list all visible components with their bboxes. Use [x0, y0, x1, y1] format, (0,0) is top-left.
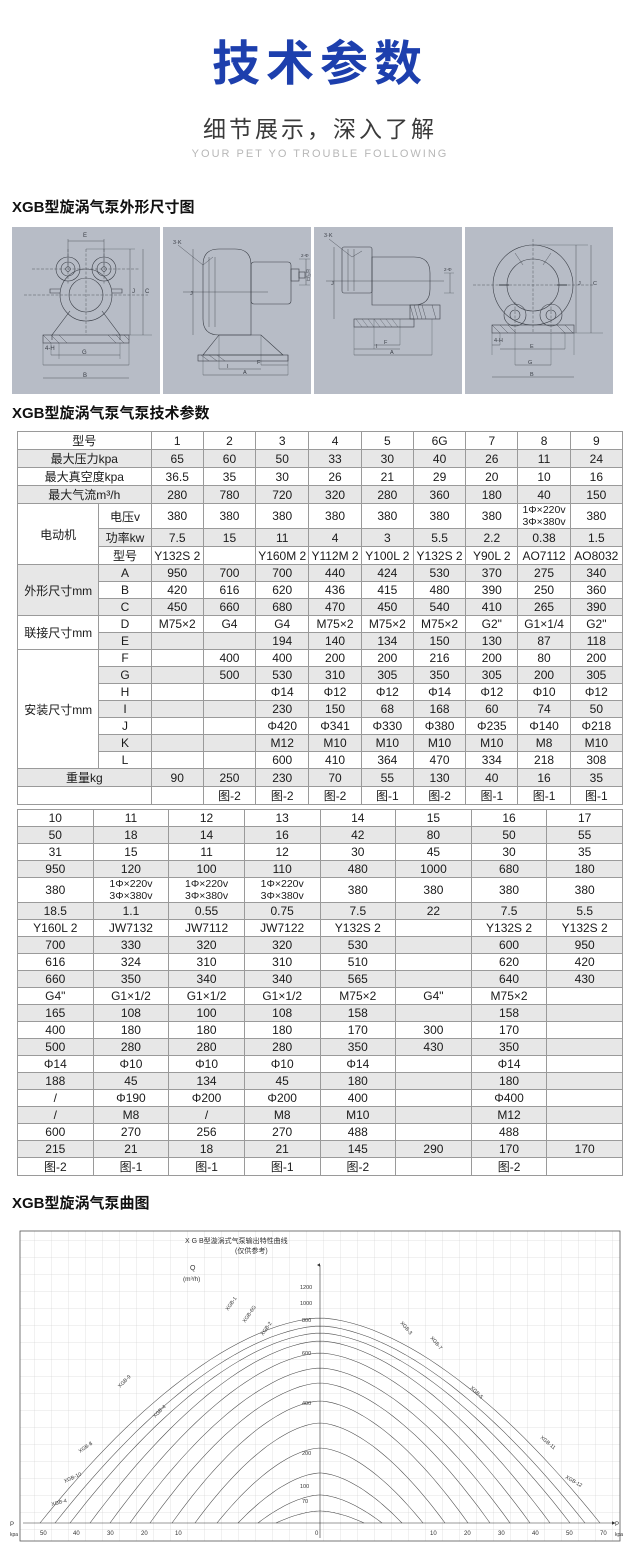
- svg-text:4-H: 4-H: [494, 338, 503, 344]
- svg-text:出气口: 出气口: [306, 269, 311, 281]
- svg-text:400: 400: [302, 1401, 311, 1407]
- svg-text:30: 30: [107, 1531, 114, 1537]
- svg-text:70: 70: [600, 1531, 607, 1537]
- svg-text:10: 10: [430, 1531, 437, 1537]
- svg-text:20: 20: [464, 1531, 471, 1537]
- svg-text:600: 600: [302, 1351, 311, 1357]
- svg-text:A: A: [243, 370, 247, 376]
- svg-text:G: G: [528, 360, 532, 366]
- svg-text:J: J: [190, 291, 193, 297]
- svg-text:C: C: [145, 289, 150, 295]
- svg-text:30: 30: [498, 1531, 505, 1537]
- svg-text:P: P: [615, 1522, 619, 1528]
- svg-text:100: 100: [300, 1484, 309, 1490]
- svg-text:B: B: [83, 373, 87, 379]
- svg-text:50: 50: [566, 1531, 573, 1537]
- svg-text:40: 40: [532, 1531, 539, 1537]
- svg-text:50: 50: [40, 1531, 47, 1537]
- svg-text:40: 40: [73, 1531, 80, 1537]
- svg-text:J: J: [132, 289, 135, 295]
- svg-text:200: 200: [302, 1451, 311, 1457]
- svg-text:3·K: 3·K: [173, 240, 182, 246]
- svg-text:E: E: [83, 233, 87, 239]
- svg-text:kpa: kpa: [10, 1532, 18, 1538]
- svg-text:2-Φ: 2-Φ: [444, 267, 452, 272]
- svg-text:Q: Q: [190, 1265, 196, 1272]
- svg-text:(m³/h): (m³/h): [183, 1276, 200, 1283]
- svg-text:J: J: [578, 281, 581, 287]
- svg-text:J: J: [331, 281, 334, 287]
- svg-text:800: 800: [302, 1318, 311, 1324]
- svg-text:kpa: kpa: [615, 1532, 623, 1538]
- svg-text:3·K: 3·K: [324, 233, 333, 239]
- svg-text:C: C: [593, 281, 597, 287]
- svg-text:1000: 1000: [300, 1301, 312, 1307]
- svg-text:20: 20: [141, 1531, 148, 1537]
- svg-text:X G B型漩涡式气泵输出特性曲线: X G B型漩涡式气泵输出特性曲线: [185, 1236, 288, 1245]
- svg-text:G: G: [82, 350, 87, 356]
- svg-text:(仅供参考): (仅供参考): [235, 1246, 268, 1255]
- svg-text:1200: 1200: [300, 1285, 312, 1291]
- svg-text:70: 70: [302, 1499, 308, 1505]
- svg-text:A: A: [390, 350, 394, 356]
- svg-text:4-H: 4-H: [45, 346, 55, 352]
- svg-text:E: E: [530, 344, 534, 350]
- svg-text:B: B: [530, 372, 534, 378]
- svg-text:2-Φ: 2-Φ: [301, 253, 309, 258]
- svg-text:10: 10: [175, 1531, 182, 1537]
- svg-text:P: P: [10, 1522, 14, 1528]
